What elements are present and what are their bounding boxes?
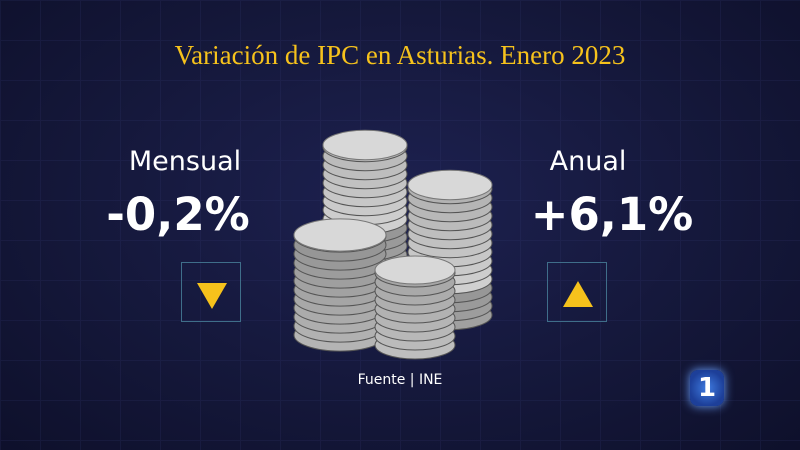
indicator-value: +6,1% <box>530 188 694 241</box>
coin-top <box>293 218 387 252</box>
indicator-label: Mensual <box>128 146 242 177</box>
indicator-value: -0,2% <box>106 188 250 241</box>
coin-top <box>322 129 408 161</box>
up-arrow-box <box>547 262 607 322</box>
coins-image <box>293 129 493 360</box>
title: Variación de IPC en Asturias. Enero 2023 <box>174 40 626 70</box>
coin-top <box>374 255 456 285</box>
source: Fuente | INE <box>357 372 443 388</box>
down-arrow-box <box>181 262 241 322</box>
down-arrow <box>197 283 227 309</box>
indicator-label: Anual <box>549 146 627 177</box>
up-arrow <box>563 281 593 307</box>
channel-logo: 1 <box>690 370 724 406</box>
coin-top <box>407 169 493 201</box>
